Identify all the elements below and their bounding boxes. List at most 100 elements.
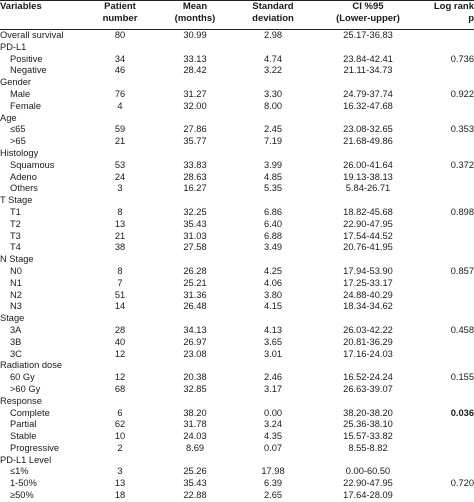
row-label: 60 Gy [10,372,35,383]
mean-cell: 35.77 [183,136,207,147]
mean-cell: 31.78 [183,419,207,430]
row-label: ≤1% [10,466,29,477]
row-label: N Stage [0,254,34,265]
mean-cell: 32.85 [183,383,207,394]
sd-cell: 3.17 [263,383,283,394]
table-row: Others 3 16.27 5.35 5.84-26.71 [0,183,474,195]
p-value-cell: 0.922 [450,88,474,99]
row-label: Overall survival [0,30,64,40]
row-label: Partial [10,419,37,430]
row-label: Adeno [10,171,37,182]
row-label: Complete [10,407,50,418]
group-row: Stage [0,313,474,325]
sd-cell: 3.49 [263,242,283,253]
patient-number-cell: 14 [114,301,126,312]
ci-cell: 16.32-47.68 [343,100,393,111]
sd-cell: 0.07 [263,442,283,453]
mean-cell: 34.13 [183,324,207,335]
mean-cell: 24.03 [183,431,207,442]
patient-number-cell: 28 [114,324,126,335]
row-label: Response [0,395,42,406]
patient-number-cell: 76 [114,88,126,99]
row-label: Stable [10,431,37,442]
table-row: T2 13 35.43 6.40 22.90-47.95 [0,219,474,231]
sd-cell: 7.19 [263,136,283,147]
header-sd: Standard deviation [252,1,294,24]
sd-cell: 4.85 [263,171,283,182]
table-row: ≤65 59 27.86 2.45 23.08-32.65 0.353 [0,124,474,136]
mean-cell: 31.03 [183,230,207,241]
patient-number-cell: 3 [117,183,123,194]
row-label: Histology [0,147,39,158]
row-label: ≤65 [10,124,26,135]
table-row: Female 4 32.00 8.00 16.32-47.68 [0,101,474,113]
ci-cell: 15.57-33.82 [343,431,393,442]
sd-cell: 4.35 [263,431,283,442]
ci-cell: 20.76-41.95 [343,242,393,253]
mean-cell: 28.63 [183,171,207,182]
header-log-rank: Log rank p [433,1,474,24]
sd-cell: 2.65 [263,490,283,501]
header-mean: Mean (months) [174,1,216,24]
row-label: N1 [10,277,22,288]
group-row: PD-L1 Level [0,455,474,467]
ci-cell: 23.84-42.41 [343,53,393,64]
patient-number-cell: 21 [114,230,126,241]
sd-cell: 4.74 [263,53,283,64]
mean-cell: 8.69 [185,442,205,453]
header-patient-number: Patient number [102,1,138,24]
group-row: Response [0,396,474,408]
table-row: T1 8 32.25 6.86 18.82-45.68 0.898 [0,207,474,219]
table-row: Partial 62 31.78 3.24 25.36-38.10 [0,419,474,431]
table-row: 3C 12 23.08 3.01 17.16-24.03 [0,349,474,361]
mean-cell: 26.48 [183,301,207,312]
patient-number-cell: 40 [114,336,126,347]
row-label: >65 [10,136,26,147]
table-row: N2 51 31.36 3.80 24.88-40.29 [0,290,474,302]
ci-cell: 22.90-47.95 [343,218,393,229]
table-row: Adeno 24 28.63 4.85 19.13-38.13 [0,172,474,184]
mean-cell: 26.97 [183,336,207,347]
mean-cell: 35.43 [183,478,207,489]
sd-cell: 6.88 [263,230,283,241]
table-row: 3B 40 26.97 3.65 20.81-36.29 [0,337,474,349]
table-row: >60 Gy 68 32.85 3.17 26.63-39.07 [0,384,474,396]
patient-number-cell: 53 [114,159,126,170]
table-row: 60 Gy 12 20.38 2.46 16.52-24.24 0.155 [0,372,474,384]
group-row: Gender [0,77,474,89]
patient-number-cell: 13 [114,478,126,489]
row-label: Radiation dose [0,360,63,371]
ci-cell: 25.17-36.83 [343,30,393,40]
row-label: Female [10,100,42,111]
ci-cell: 17.54-44.52 [343,230,393,241]
row-label: PD-L1 [0,41,27,52]
mean-cell: 27.86 [183,124,207,135]
row-label: T4 [10,242,21,253]
sd-cell: 3.22 [263,65,283,76]
table-row: >65 21 35.77 7.19 21.68-49.86 [0,136,474,148]
ci-cell: 23.08-32.65 [343,124,393,135]
patient-number-cell: 7 [117,277,123,288]
ci-cell: 25.36-38.10 [343,419,393,430]
ci-cell: 38.20-38.20 [343,407,393,418]
ci-cell: 20.81-36.29 [343,336,393,347]
row-label: T Stage [0,195,33,206]
patient-number-cell: 3 [117,466,123,477]
row-label: Negative [10,65,47,76]
patient-number-cell: 4 [117,100,123,111]
ci-cell: 17.25-33.17 [343,277,393,288]
group-row: Histology [0,148,474,160]
p-value-cell: 0.857 [450,265,474,276]
row-label: Progressive [10,442,60,453]
group-row: PD-L1 [0,42,474,54]
patient-number-cell: 21 [114,136,126,147]
patient-number-cell: 8 [117,265,123,276]
sd-cell: 0.00 [263,407,283,418]
mean-cell: 20.38 [183,372,207,383]
row-label: T2 [10,218,21,229]
patient-number-cell: 6 [117,407,123,418]
sd-cell: 6.40 [263,218,283,229]
ci-cell: 24.79-37.74 [343,88,393,99]
mean-cell: 28.42 [183,65,207,76]
